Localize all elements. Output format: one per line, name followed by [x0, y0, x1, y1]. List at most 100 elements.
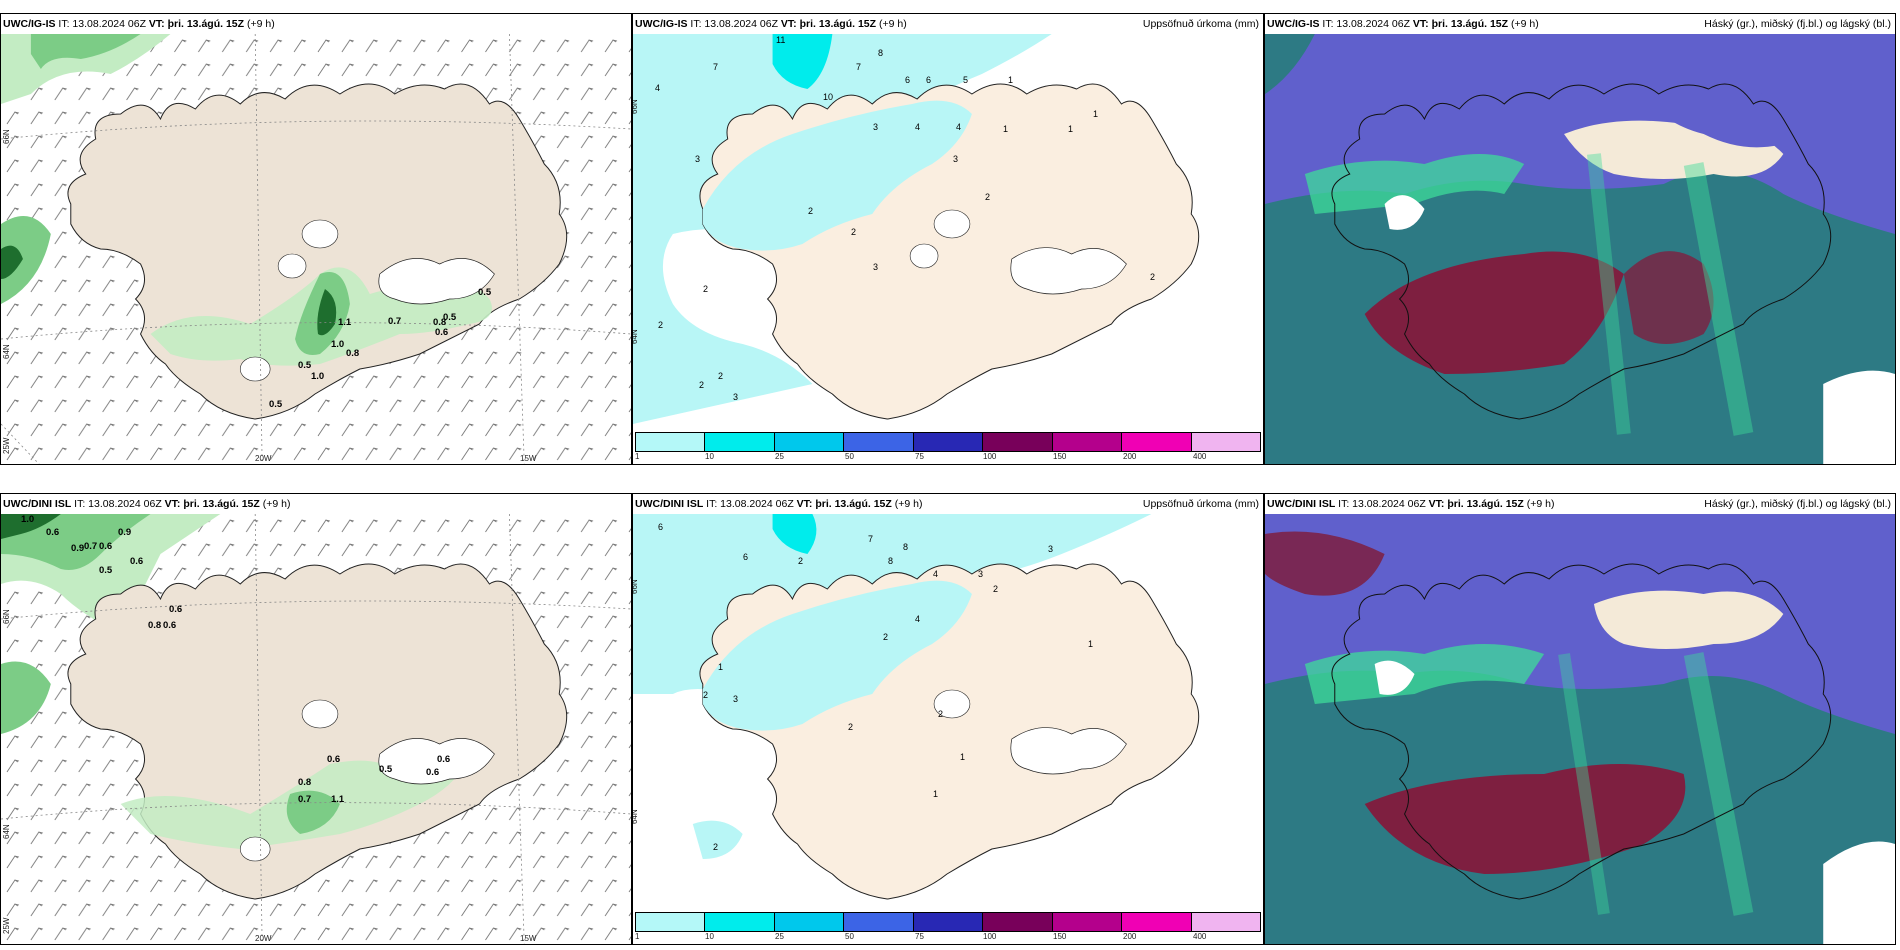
precip-label: 0.5 [298, 360, 312, 371]
precip-value: 6 [658, 522, 664, 532]
precip-value: 4 [933, 569, 939, 579]
lat-tick: 64N [2, 344, 11, 359]
colorbar-tick: 150 [1053, 452, 1067, 461]
colorbar-tick: 75 [915, 932, 924, 941]
precip-label: 0.6 [99, 541, 113, 552]
precip-label: 0.8 [148, 620, 162, 631]
cloud-map [1265, 34, 1895, 464]
precip-value: 3 [695, 154, 701, 164]
colorbar-segment [913, 913, 984, 931]
precip-label: 0.5 [478, 287, 492, 298]
panel-header: UWC/IG-IS IT: 13.08.2024 06Z VT: þri. 13… [633, 14, 1263, 34]
precip-value: 2 [1150, 272, 1156, 282]
precip-value: 6 [926, 75, 932, 85]
colorbar-segment [1052, 913, 1123, 931]
precip-value: 2 [703, 284, 709, 294]
colorbar-tick: 400 [1193, 932, 1207, 941]
precip-value: 4 [915, 614, 921, 624]
wind-map [1, 34, 631, 464]
panel-header: UWC/IG-IS IT: 13.08.2024 06Z VT: þri. 13… [1, 14, 631, 34]
precip-value: 3 [733, 392, 739, 402]
colorbar-tick: 50 [845, 932, 854, 941]
precip-label: 0.8 [433, 317, 447, 328]
precip-label: 0.6 [435, 327, 449, 338]
colorbar-tick: 100 [983, 932, 997, 941]
colorbar-tick: 10 [705, 452, 714, 461]
precip-value: 5 [963, 75, 969, 85]
precip-label: 0.6 [426, 767, 440, 778]
colorbar-segment [705, 913, 775, 931]
colorbar-segment [1122, 913, 1192, 931]
colorbar-segment [983, 433, 1053, 451]
precip-value: 2 [699, 380, 705, 390]
panel-header: UWC/DINI ISL IT: 13.08.2024 06Z VT: þri.… [633, 494, 1263, 514]
lat-tick: 64N [632, 809, 639, 824]
lon-tick: 25W [2, 917, 11, 934]
colorbar-tick: 1 [635, 932, 640, 941]
colorbar-segment [983, 913, 1053, 931]
precip-value: 1 [960, 752, 966, 762]
colorbar-tick: 100 [983, 452, 997, 461]
lat-tick: 66N [632, 99, 639, 114]
precip-value: 1 [1003, 124, 1009, 134]
cloud-map [1265, 514, 1895, 944]
precip-value: 2 [713, 842, 719, 852]
precip-value: 2 [658, 320, 664, 330]
colorbar-tick: 25 [775, 932, 784, 941]
lat-tick: 64N [2, 824, 11, 839]
precip-value: 4 [655, 83, 661, 93]
panel-header: UWC/DINI ISL IT: 13.08.2024 06Z VT: þri.… [1265, 494, 1895, 514]
precip-value: 2 [718, 371, 724, 381]
colorbar-tick: 75 [915, 452, 924, 461]
precip-value: 2 [993, 584, 999, 594]
colorbar-tick: 400 [1193, 452, 1207, 461]
colorbar-segment [636, 913, 706, 931]
precip-colorbar [635, 432, 1261, 452]
precip-value: 3 [873, 122, 879, 132]
precip-value: 1 [1093, 109, 1099, 119]
precip-value: 2 [703, 690, 709, 700]
precip-label: 0.7 [84, 541, 98, 552]
precip-value: 6 [743, 552, 749, 562]
precip-label: 0.6 [163, 620, 177, 631]
colorbar-tick: 50 [845, 452, 854, 461]
precip-value: 3 [873, 262, 879, 272]
precip-label: 0.6 [46, 527, 60, 538]
precip-label: 0.8 [298, 777, 312, 788]
cloud-panel-top: UWC/IG-IS IT: 13.08.2024 06Z VT: þri. 13… [1264, 13, 1896, 465]
precip-value: 2 [848, 722, 854, 732]
colorbar-tick: 1 [635, 452, 640, 461]
precip-value: 1 [718, 662, 724, 672]
precip-label: 0.6 [169, 604, 183, 615]
colorbar-segment [913, 433, 984, 451]
precip-label: 1.1 [338, 317, 352, 328]
precip-value: 4 [956, 122, 962, 132]
precip-label: 0.5 [443, 312, 457, 323]
colorbar-segment [1191, 433, 1260, 451]
lat-tick: 64N [632, 329, 639, 344]
colorbar-segment [1122, 433, 1192, 451]
precip-value: 11 [776, 35, 786, 45]
colorbar-tick: 25 [775, 452, 784, 461]
wind-precip-panel-bottom: UWC/DINI ISL IT: 13.08.2024 06Z VT: þri.… [0, 493, 632, 945]
panel-header: UWC/DINI ISL IT: 13.08.2024 06Z VT: þri.… [1, 494, 631, 514]
colorbar-segment [774, 433, 845, 451]
precip-label: 0.6 [437, 754, 451, 765]
precip-value: 1 [1068, 124, 1074, 134]
colorbar-segment [1052, 433, 1123, 451]
panel-header: UWC/IG-IS IT: 13.08.2024 06Z VT: þri. 13… [1265, 14, 1895, 34]
precip-label: 1.1 [331, 794, 345, 805]
precip-value: 10 [823, 92, 834, 102]
colorbar-segment [705, 433, 775, 451]
precip-value: 6 [905, 75, 911, 85]
precip-panel-top: UWC/IG-IS IT: 13.08.2024 06Z VT: þri. 13… [632, 13, 1264, 465]
precip-value: 1 [1008, 75, 1014, 85]
precip-label: 0.6 [130, 556, 144, 567]
colorbar-segment [774, 913, 845, 931]
precip-label: 0.5 [99, 565, 113, 576]
precip-value: 2 [985, 192, 991, 202]
colorbar-segment [1191, 913, 1260, 931]
cloud-panel-bottom: UWC/DINI ISL IT: 13.08.2024 06Z VT: þri.… [1264, 493, 1896, 945]
precip-value: 3 [953, 154, 959, 164]
precip-map [633, 34, 1263, 424]
